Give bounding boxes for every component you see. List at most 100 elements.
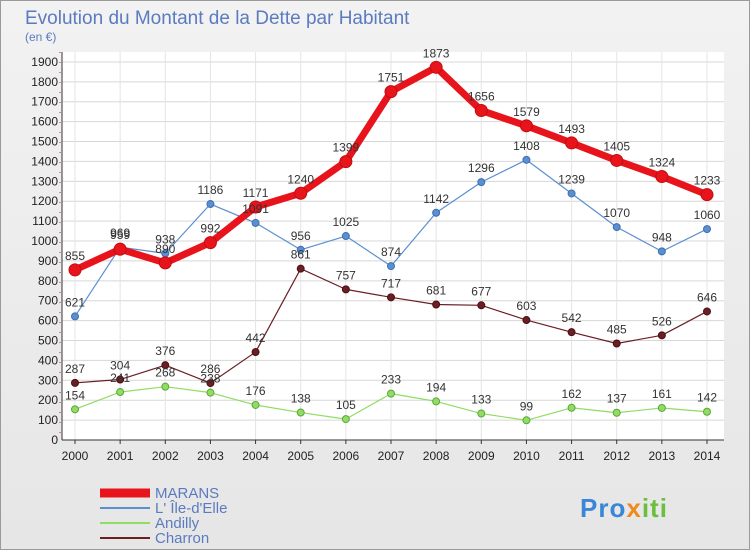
data-point (477, 178, 486, 187)
data-point (251, 400, 260, 409)
data-point (522, 416, 531, 425)
data-point (206, 379, 215, 388)
data-point (387, 262, 395, 271)
data-point (71, 312, 79, 321)
x-tick-label: 2007 (378, 449, 405, 463)
x-tick-label: 2004 (242, 449, 269, 463)
data-point (477, 301, 486, 310)
data-point (251, 218, 260, 227)
y-tick-label: 1300 (31, 174, 58, 188)
data-label: 956 (291, 229, 311, 243)
data-label: 154 (65, 388, 85, 402)
data-label: 603 (516, 299, 536, 313)
data-label: 1579 (513, 105, 540, 119)
y-tick-label: 200 (38, 393, 58, 407)
data-point (384, 85, 398, 99)
grid-lines (62, 52, 724, 441)
x-tick-label: 2005 (287, 449, 314, 463)
data-point (432, 300, 441, 309)
x-tick-label: 2002 (152, 449, 179, 463)
data-label: 442 (246, 331, 266, 345)
data-label: 138 (291, 392, 311, 406)
data-point (522, 316, 531, 325)
data-label: 1405 (603, 139, 630, 153)
data-point (657, 247, 666, 256)
data-label: 621 (65, 295, 85, 309)
data-point (387, 389, 395, 398)
data-point (703, 225, 711, 234)
data-point (158, 256, 172, 270)
data-label: 1091 (242, 202, 269, 216)
data-point (429, 60, 443, 74)
x-tick-label: 2006 (333, 449, 360, 463)
x-tick-label: 2011 (559, 449, 585, 463)
data-point (206, 388, 215, 397)
data-label: 646 (697, 290, 717, 304)
y-tick-label: 1500 (31, 135, 58, 149)
y-tick-label: 1900 (31, 55, 58, 69)
y-tick-label: 500 (38, 334, 58, 348)
data-label: 890 (155, 242, 175, 256)
data-label: 1060 (694, 208, 721, 222)
legend-label: MARANS (155, 485, 219, 502)
data-point (519, 119, 533, 133)
data-label: 287 (65, 362, 85, 376)
data-label: 238 (200, 372, 220, 386)
data-point (116, 375, 125, 384)
data-point (565, 136, 579, 150)
data-point (249, 200, 263, 214)
chart-title: Evolution du Montant de la Dette par Hab… (25, 8, 410, 29)
data-label: 1239 (558, 172, 585, 186)
data-label: 133 (471, 393, 491, 407)
data-point (387, 293, 395, 302)
data-point (477, 409, 486, 418)
data-point (294, 186, 308, 200)
x-tick-label: 2000 (62, 449, 89, 463)
data-point (296, 245, 305, 254)
data-label: 286 (200, 362, 220, 376)
data-label: 938 (155, 232, 175, 246)
data-point (657, 403, 666, 412)
data-label: 1296 (468, 161, 495, 175)
data-label: 99 (520, 399, 534, 413)
data-point (251, 348, 260, 357)
data-point (655, 170, 669, 184)
data-label: 1025 (333, 215, 360, 229)
data-label: 268 (155, 366, 175, 380)
data-point (203, 236, 217, 250)
x-axis-ticks: 2000 2001 2002 2003 2004 2005 2006 2007 2008 2009… (62, 440, 721, 463)
data-point (161, 361, 170, 370)
data-label: 948 (652, 230, 672, 244)
data-point (206, 200, 215, 209)
data-label: 1399 (333, 141, 360, 155)
data-label: 137 (607, 392, 627, 406)
data-point (341, 232, 350, 241)
data-point (68, 263, 82, 277)
x-tick-label: 2008 (423, 449, 450, 463)
data-label: 1408 (513, 139, 540, 153)
data-point (567, 328, 576, 337)
data-label: 1324 (649, 156, 676, 170)
data-label: 992 (200, 222, 220, 236)
x-tick-label: 2003 (197, 449, 224, 463)
y-tick-label: 1700 (31, 95, 58, 109)
data-label: 969 (110, 226, 130, 240)
y-tick-label: 600 (38, 314, 58, 328)
legend-label: Andilly (155, 515, 200, 532)
data-label: 874 (381, 245, 401, 259)
data-point (610, 153, 624, 167)
series-group (68, 60, 714, 425)
data-label: 1233 (694, 174, 721, 188)
data-point (296, 264, 305, 273)
y-tick-label: 700 (38, 294, 58, 308)
data-point (657, 331, 666, 340)
data-point (113, 242, 127, 256)
data-point (567, 189, 576, 198)
data-label: 1873 (423, 46, 450, 60)
data-point (341, 415, 350, 424)
y-tick-label: 1000 (31, 234, 58, 248)
y-tick-label: 1600 (31, 115, 58, 129)
data-point (567, 403, 576, 412)
data-point (612, 223, 621, 232)
